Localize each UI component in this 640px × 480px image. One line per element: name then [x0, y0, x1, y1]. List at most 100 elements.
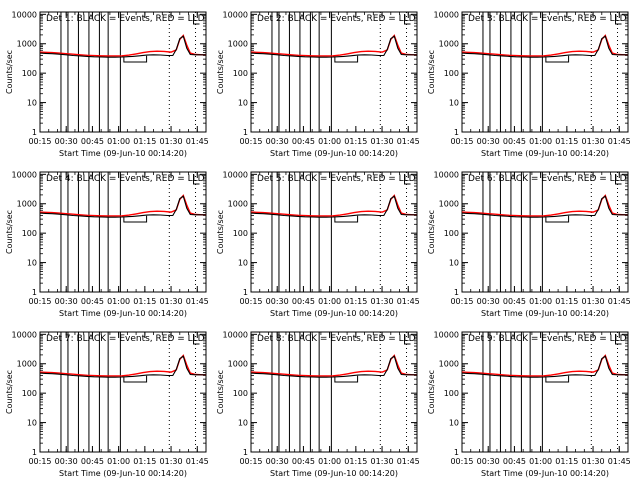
- x-axis-label: Start Time (09-Jun-10 00:14:20): [481, 149, 609, 158]
- top-bracket: [193, 174, 200, 185]
- y-tick-label: 10: [449, 99, 459, 108]
- top-bracket: [404, 174, 411, 185]
- events-series-line: [39, 35, 206, 58]
- x-tick-label: 00:30: [55, 137, 78, 146]
- y-tick-label: 1: [243, 288, 248, 297]
- events-series-line: [461, 195, 628, 218]
- x-tick-label: 01:15: [133, 297, 156, 306]
- lld-series-line: [250, 194, 417, 217]
- x-axis-label: Start Time (09-Jun-10 00:14:20): [59, 309, 187, 318]
- plot-frame: [250, 331, 418, 453]
- events-dip: [334, 215, 359, 223]
- x-tick-label: 01:45: [186, 137, 209, 146]
- x-tick-label: 00:15: [28, 457, 51, 466]
- y-tick-label: 10000: [434, 170, 459, 179]
- y-tick-label: 1000: [439, 360, 459, 369]
- plot-frame: [250, 171, 418, 293]
- events-series-line: [250, 35, 417, 58]
- y-tick-label: 1000: [228, 40, 248, 49]
- events-series-line: [461, 355, 628, 378]
- lld-series-line: [39, 34, 206, 57]
- y-tick-label: 100: [444, 389, 459, 398]
- y-axis-label: Counts/sec: [427, 50, 436, 94]
- y-tick-label: 1000: [17, 200, 37, 209]
- x-tick-label: 00:45: [81, 297, 104, 306]
- lld-series-line: [461, 34, 628, 57]
- top-bracket: [615, 174, 622, 185]
- chart-title: Det 6: BLACK = Events, RED = LLD: [468, 174, 627, 184]
- x-tick-label: 00:45: [81, 457, 104, 466]
- plot-frame: [250, 11, 418, 133]
- chart-title: Det 7: BLACK = Events, RED = LLD: [46, 334, 205, 344]
- events-dip: [545, 55, 570, 63]
- x-tick-label: 01:00: [529, 297, 552, 306]
- plot-frame: [39, 331, 207, 453]
- x-tick-label: 01:15: [344, 297, 367, 306]
- x-tick-label: 01:00: [107, 297, 130, 306]
- y-tick-label: 10: [238, 259, 248, 268]
- chart-title: Det 1: BLACK = Events, RED = LLD: [46, 14, 205, 24]
- y-tick-label: 10000: [223, 170, 248, 179]
- events-series-line: [461, 35, 628, 58]
- x-tick-label: 01:15: [555, 297, 578, 306]
- top-bracket: [404, 14, 411, 25]
- lld-series-line: [39, 354, 206, 377]
- top-bracket: [404, 334, 411, 345]
- x-tick-label: 01:45: [397, 457, 420, 466]
- x-tick-label: 01:15: [344, 137, 367, 146]
- y-tick-label: 10000: [434, 10, 459, 19]
- lld-series-line: [461, 354, 628, 377]
- x-tick-label: 00:45: [503, 137, 526, 146]
- plot-frame: [461, 11, 629, 133]
- y-tick-label: 1000: [228, 200, 248, 209]
- y-tick-label: 10: [449, 419, 459, 428]
- x-tick-label: 01:00: [318, 297, 341, 306]
- x-tick-label: 00:30: [266, 457, 289, 466]
- x-tick-label: 01:00: [318, 457, 341, 466]
- y-tick-label: 1000: [439, 200, 459, 209]
- y-axis-label: Counts/sec: [216, 370, 225, 414]
- plot-frame: [39, 171, 207, 293]
- y-axis-label: Counts/sec: [5, 370, 14, 414]
- x-tick-label: 00:30: [477, 457, 500, 466]
- events-series-line: [250, 195, 417, 218]
- x-tick-label: 00:30: [266, 137, 289, 146]
- x-axis-label: Start Time (09-Jun-10 00:14:20): [59, 149, 187, 158]
- chart-title: Det 4: BLACK = Events, RED = LLD: [46, 174, 205, 184]
- x-tick-label: 01:00: [529, 457, 552, 466]
- lld-series-line: [39, 194, 206, 217]
- events-dip: [123, 375, 148, 383]
- y-tick-label: 100: [22, 229, 37, 238]
- x-tick-label: 01:15: [133, 457, 156, 466]
- x-tick-label: 01:00: [529, 137, 552, 146]
- x-tick-label: 01:15: [555, 137, 578, 146]
- x-tick-label: 01:30: [371, 137, 394, 146]
- y-tick-label: 100: [233, 229, 248, 238]
- events-dip: [123, 55, 148, 63]
- y-tick-label: 1000: [228, 360, 248, 369]
- y-tick-label: 100: [22, 69, 37, 78]
- x-tick-label: 01:15: [133, 137, 156, 146]
- chart-title: Det 2: BLACK = Events, RED = LLD: [257, 14, 416, 24]
- x-tick-label: 00:15: [239, 457, 262, 466]
- y-tick-label: 100: [444, 229, 459, 238]
- y-tick-label: 10: [27, 99, 37, 108]
- x-axis-label: Start Time (09-Jun-10 00:14:20): [481, 309, 609, 318]
- x-tick-label: 01:15: [555, 457, 578, 466]
- y-tick-label: 1000: [439, 40, 459, 49]
- y-tick-label: 100: [444, 69, 459, 78]
- x-tick-label: 00:15: [28, 137, 51, 146]
- x-tick-label: 01:30: [160, 137, 183, 146]
- events-dip: [123, 215, 148, 223]
- events-series-line: [39, 195, 206, 218]
- x-tick-label: 01:45: [608, 297, 631, 306]
- y-axis-label: Counts/sec: [216, 50, 225, 94]
- y-axis-label: Counts/sec: [427, 370, 436, 414]
- panel-8: Det 8: BLACK = Events, RED = LLD Counts/s…: [216, 330, 420, 478]
- x-tick-label: 01:45: [608, 137, 631, 146]
- x-tick-label: 00:30: [266, 297, 289, 306]
- x-tick-label: 00:45: [292, 137, 315, 146]
- lld-series-line: [461, 194, 628, 217]
- x-tick-label: 01:30: [160, 457, 183, 466]
